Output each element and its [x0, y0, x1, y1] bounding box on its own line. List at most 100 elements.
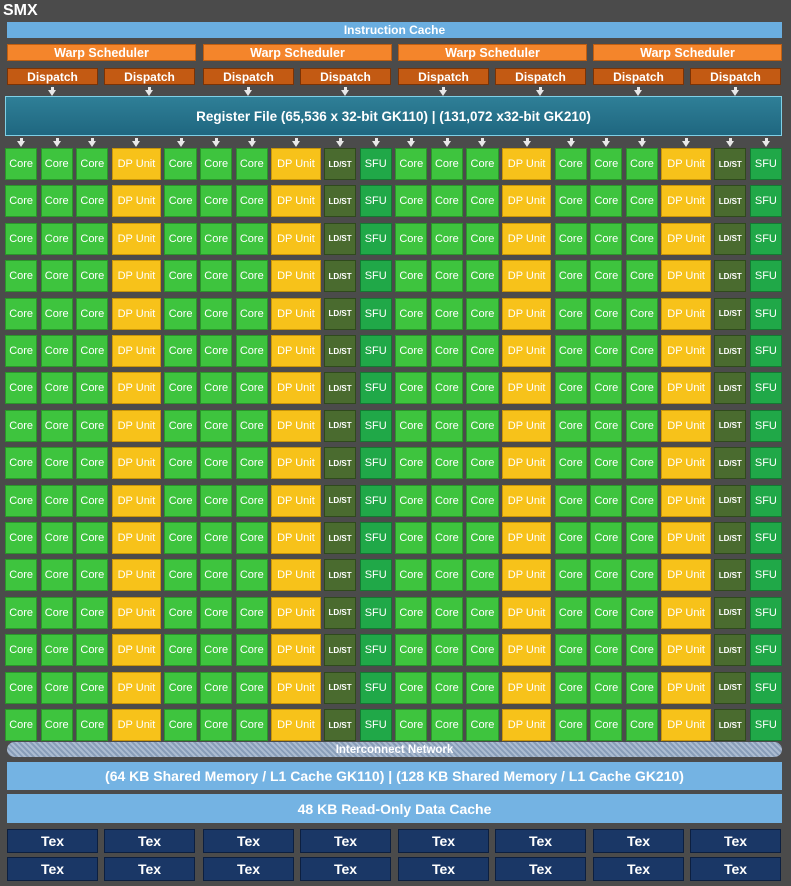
- core-unit: Core: [235, 709, 268, 741]
- sfu-unit: SFU: [749, 709, 782, 741]
- dp-unit: DP Unit: [501, 596, 552, 629]
- core-unit: Core: [164, 372, 197, 405]
- ldst-unit: LD/ST: [323, 148, 357, 180]
- core-unit: Core: [625, 522, 659, 554]
- regfile-arrow-stem: [445, 138, 449, 142]
- core-unit: Core: [164, 409, 197, 442]
- down-arrow-icon: [634, 90, 642, 96]
- sfu-unit: SFU: [359, 335, 392, 367]
- ldst-unit: LD/ST: [323, 409, 357, 442]
- ldst-unit: LD/ST: [323, 484, 357, 517]
- core-unit: Core: [625, 148, 659, 180]
- ldst-unit: LD/ST: [714, 634, 747, 667]
- core-unit: Core: [554, 484, 587, 517]
- core-unit: Core: [395, 447, 428, 480]
- dp-unit: DP Unit: [271, 559, 321, 592]
- sfu-unit: SFU: [749, 335, 782, 367]
- core-unit: Core: [235, 559, 268, 592]
- core-unit: Core: [235, 335, 268, 367]
- regfile-arrow-stem: [569, 138, 573, 142]
- dp-unit: DP Unit: [501, 409, 552, 442]
- core-unit: Core: [5, 409, 38, 442]
- core-unit: Core: [40, 260, 73, 293]
- ldst-unit: LD/ST: [714, 148, 747, 180]
- core-unit: Core: [466, 222, 499, 255]
- dp-unit: DP Unit: [111, 634, 162, 667]
- texture-unit: Tex: [690, 857, 781, 881]
- dp-unit: DP Unit: [111, 522, 162, 554]
- core-unit: Core: [554, 634, 587, 667]
- sfu-unit: SFU: [749, 671, 782, 704]
- core-unit: Core: [625, 297, 659, 330]
- down-arrow-icon: [637, 141, 646, 147]
- down-arrow-icon: [244, 90, 252, 96]
- dispatch-arrow-stem: [148, 87, 151, 91]
- core-unit: Core: [395, 596, 428, 629]
- core-unit: Core: [40, 222, 73, 255]
- core-unit: Core: [76, 335, 109, 367]
- core-unit: Core: [625, 335, 659, 367]
- core-unit: Core: [5, 596, 38, 629]
- core-unit: Core: [40, 447, 73, 480]
- core-unit: Core: [200, 559, 233, 592]
- dispatch-unit-4: Dispatch: [300, 68, 391, 85]
- dp-unit: DP Unit: [661, 297, 711, 330]
- dp-unit: DP Unit: [271, 297, 321, 330]
- sfu-unit: SFU: [749, 634, 782, 667]
- regfile-arrow-stem: [764, 138, 768, 142]
- core-unit: Core: [395, 335, 428, 367]
- core-unit: Core: [235, 522, 268, 554]
- core-unit: Core: [164, 709, 197, 741]
- regfile-arrow-stem: [250, 138, 254, 142]
- ldst-unit: LD/ST: [714, 596, 747, 629]
- core-unit: Core: [5, 447, 38, 480]
- dp-unit: DP Unit: [111, 335, 162, 367]
- core-unit: Core: [200, 596, 233, 629]
- core-unit: Core: [76, 372, 109, 405]
- core-unit: Core: [430, 185, 463, 218]
- sfu-unit: SFU: [359, 372, 392, 405]
- dp-unit: DP Unit: [271, 372, 321, 405]
- core-unit: Core: [40, 297, 73, 330]
- core-unit: Core: [5, 335, 38, 367]
- core-unit: Core: [235, 297, 268, 330]
- core-unit: Core: [164, 447, 197, 480]
- core-unit: Core: [164, 559, 197, 592]
- core-unit: Core: [466, 409, 499, 442]
- dp-unit: DP Unit: [661, 185, 711, 218]
- dp-unit: DP Unit: [501, 447, 552, 480]
- core-unit: Core: [200, 409, 233, 442]
- ldst-unit: LD/ST: [323, 335, 357, 367]
- texture-unit: Tex: [398, 829, 489, 853]
- down-arrow-icon: [341, 90, 349, 96]
- texture-unit: Tex: [7, 857, 98, 881]
- core-unit: Core: [200, 709, 233, 741]
- core-unit: Core: [625, 447, 659, 480]
- core-unit: Core: [200, 335, 233, 367]
- regfile-arrow-stem: [179, 138, 183, 142]
- core-unit: Core: [590, 522, 623, 554]
- core-unit: Core: [395, 148, 428, 180]
- core-unit: Core: [235, 222, 268, 255]
- texture-unit: Tex: [7, 829, 98, 853]
- texture-unit: Tex: [300, 829, 391, 853]
- down-arrow-icon: [726, 141, 735, 147]
- core-unit: Core: [554, 409, 587, 442]
- core-unit: Core: [466, 671, 499, 704]
- core-unit: Core: [590, 709, 623, 741]
- dispatch-arrow-stem: [51, 87, 54, 91]
- regfile-arrow-stem: [605, 138, 609, 142]
- dp-unit: DP Unit: [111, 709, 162, 741]
- core-unit: Core: [235, 260, 268, 293]
- core-unit: Core: [395, 522, 428, 554]
- down-arrow-icon: [52, 141, 61, 147]
- ldst-unit: LD/ST: [323, 671, 357, 704]
- core-unit: Core: [235, 484, 268, 517]
- core-unit: Core: [395, 260, 428, 293]
- sfu-unit: SFU: [359, 559, 392, 592]
- dispatch-unit-6: Dispatch: [495, 68, 586, 85]
- sfu-unit: SFU: [359, 409, 392, 442]
- warp-scheduler-2: Warp Scheduler: [203, 44, 392, 61]
- dp-unit: DP Unit: [111, 372, 162, 405]
